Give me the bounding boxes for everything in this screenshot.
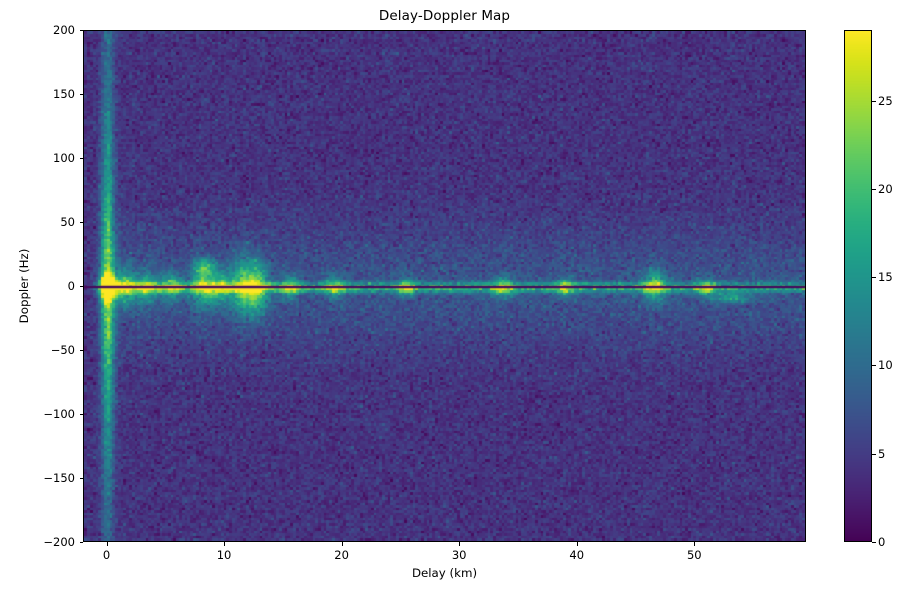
- colorbar: [844, 30, 872, 542]
- colorbar-tick-label: 5: [878, 446, 886, 461]
- y-tick-mark: [79, 414, 83, 415]
- y-tick-label: −100: [43, 407, 75, 421]
- colorbar-tick-mark: [872, 365, 876, 367]
- y-tick-label: 100: [53, 151, 75, 165]
- colorbar-tick-mark: [872, 453, 876, 455]
- colorbar-gradient: [845, 31, 871, 541]
- x-tick-label: 0: [102, 548, 111, 562]
- y-tick-label: 50: [60, 215, 75, 229]
- colorbar-tick-mark: [872, 277, 876, 279]
- page-title: Delay-Doppler Map: [378, 8, 511, 24]
- x-tick-mark: [224, 542, 226, 546]
- x-tick-mark: [341, 542, 343, 546]
- colorbar-tick-label: 25: [878, 93, 893, 108]
- x-tick-mark: [694, 542, 696, 546]
- x-tick-mark: [106, 542, 108, 546]
- y-tick-label: 150: [53, 87, 75, 101]
- y-tick-mark: [79, 542, 83, 543]
- colorbar-tick-label: 0: [878, 535, 886, 549]
- x-tick-label: 50: [686, 548, 702, 562]
- y-tick-mark: [79, 350, 83, 351]
- y-tick-mark: [79, 478, 83, 479]
- colorbar-tick-label: 20: [878, 181, 893, 196]
- x-tick-mark: [576, 542, 578, 546]
- colorbar-tick-mark: [872, 100, 876, 102]
- colorbar-tick-label: 10: [878, 358, 893, 373]
- y-tick-mark: [79, 286, 83, 287]
- y-tick-label: 0: [67, 279, 75, 293]
- y-tick-label: −150: [43, 471, 75, 485]
- y-tick-label: −50: [50, 343, 75, 357]
- x-tick-label: 30: [451, 548, 467, 562]
- x-axis-label: Delay (km): [411, 566, 478, 580]
- y-tick-mark: [79, 30, 83, 31]
- y-tick-mark: [79, 94, 83, 95]
- x-tick-label: 20: [334, 548, 349, 562]
- y-axis-label: Doppler (Hz): [17, 248, 31, 324]
- y-tick-mark: [79, 158, 83, 159]
- colorbar-tick-label: 15: [878, 270, 893, 285]
- y-tick-mark: [79, 222, 83, 223]
- x-tick-label: 40: [569, 548, 585, 562]
- x-tick-mark: [459, 542, 461, 546]
- x-tick-label: 10: [216, 548, 232, 562]
- y-tick-label: −200: [43, 535, 75, 549]
- y-tick-label: 200: [53, 23, 75, 37]
- colorbar-tick-mark: [872, 188, 876, 190]
- delay-doppler-heatmap: [84, 31, 805, 541]
- heatmap-axes: [83, 30, 806, 542]
- colorbar-tick-mark: [872, 542, 876, 543]
